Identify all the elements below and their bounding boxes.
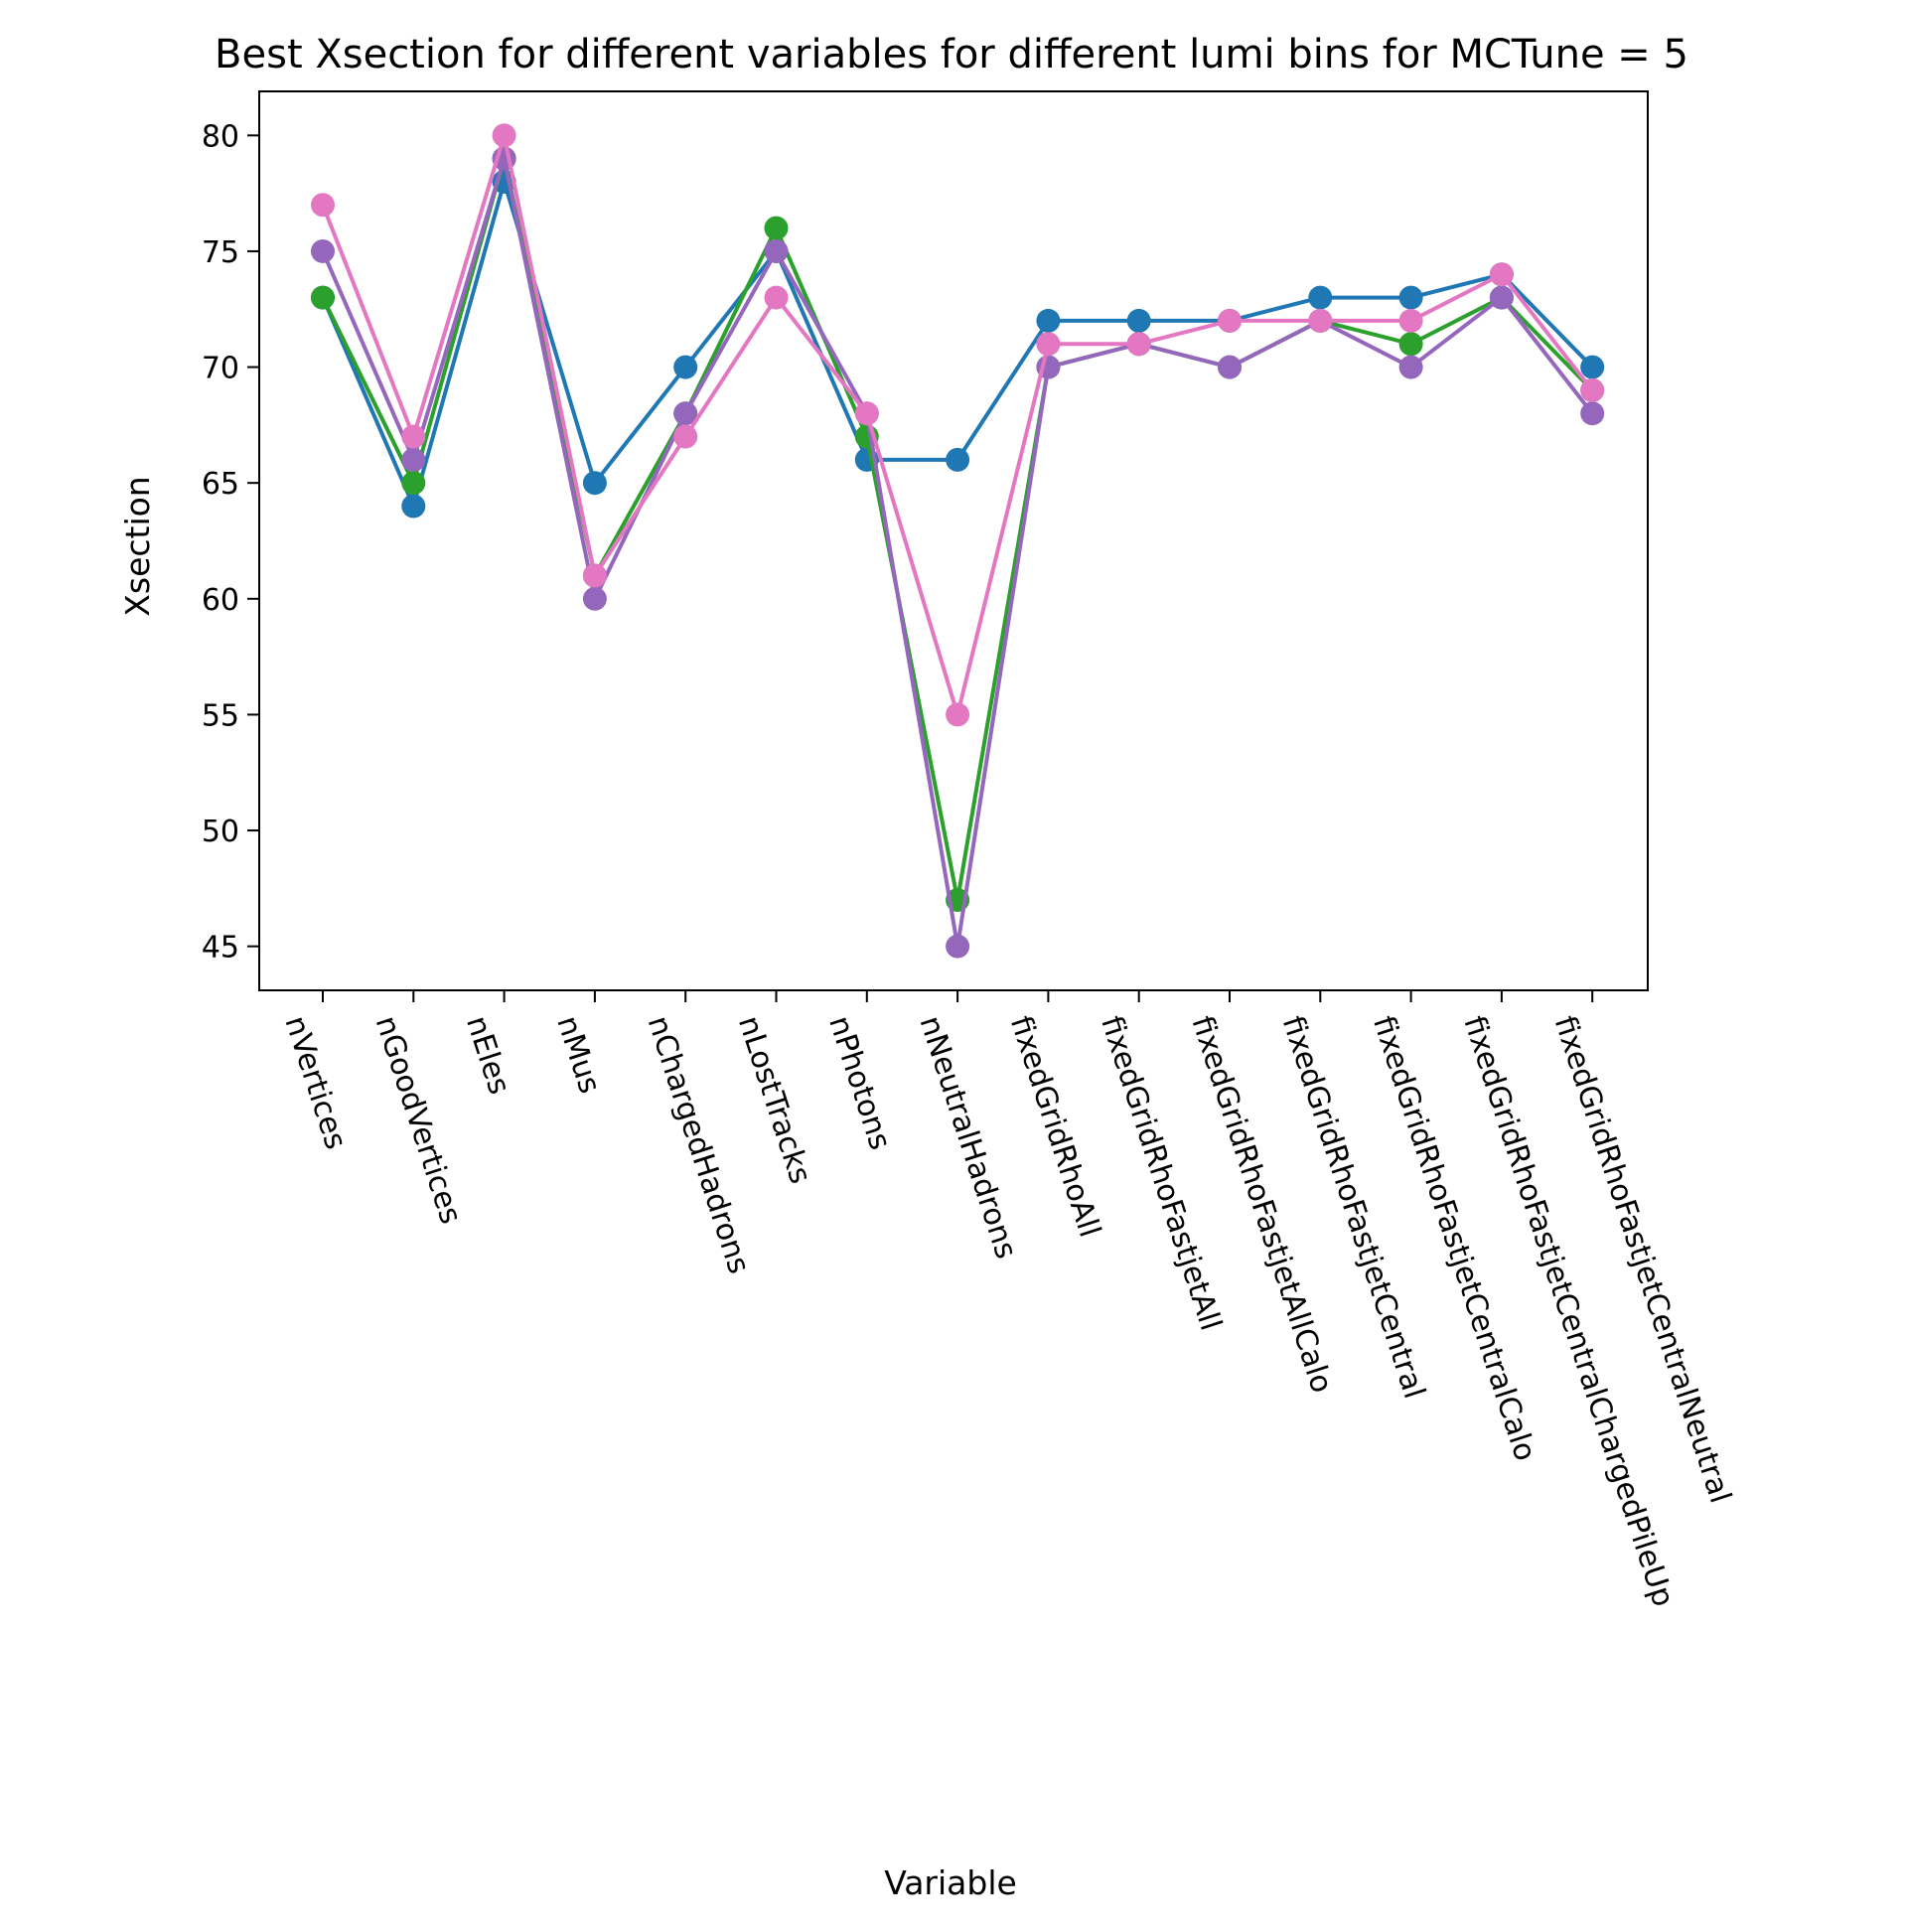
y-tick-label: 60 — [202, 583, 239, 618]
data-point — [1036, 308, 1061, 333]
chart-title: Best Xsection for different variables fo… — [215, 32, 1688, 77]
data-point — [582, 586, 607, 611]
data-point — [401, 424, 426, 449]
data-point — [1580, 355, 1605, 379]
data-point — [1398, 355, 1423, 379]
data-point — [673, 424, 698, 449]
y-tick-label: 65 — [202, 467, 239, 502]
x-axis-label: Variable — [884, 1863, 1017, 1902]
data-point — [1218, 355, 1242, 379]
data-point — [1398, 308, 1423, 333]
data-point — [311, 193, 335, 218]
y-tick-label: 75 — [202, 235, 239, 270]
data-point — [764, 216, 789, 240]
data-point — [673, 401, 698, 426]
data-point — [764, 285, 789, 310]
data-point — [1218, 308, 1242, 333]
plot-frame — [258, 90, 1649, 991]
data-point — [764, 238, 789, 263]
y-tick-label: 70 — [202, 352, 239, 386]
data-point — [401, 471, 426, 496]
data-point — [1580, 377, 1605, 402]
data-point — [946, 702, 970, 727]
data-point — [1308, 308, 1333, 333]
data-point — [1126, 332, 1151, 357]
data-point — [311, 285, 335, 310]
data-point — [401, 494, 426, 519]
y-axis-label: Xsection — [118, 476, 157, 616]
data-point — [1126, 308, 1151, 333]
data-point — [1489, 285, 1514, 310]
data-point — [311, 238, 335, 263]
y-tick-label: 50 — [202, 815, 239, 849]
y-tick-label: 45 — [202, 931, 239, 966]
data-point — [1308, 285, 1333, 310]
data-point — [582, 563, 607, 588]
data-point — [582, 471, 607, 496]
data-point — [1398, 332, 1423, 357]
series-layer — [311, 123, 1605, 959]
data-point — [854, 401, 879, 426]
data-point — [401, 447, 426, 472]
data-point — [492, 123, 516, 148]
data-point — [1036, 332, 1061, 357]
y-tick-label: 55 — [202, 698, 239, 733]
data-point — [673, 355, 698, 379]
data-point — [946, 447, 970, 472]
data-point — [946, 934, 970, 959]
data-point — [1398, 285, 1423, 310]
data-point — [1489, 262, 1514, 287]
series-3 — [311, 123, 1605, 727]
y-tick-label: 80 — [202, 119, 239, 154]
data-point — [1580, 401, 1605, 426]
